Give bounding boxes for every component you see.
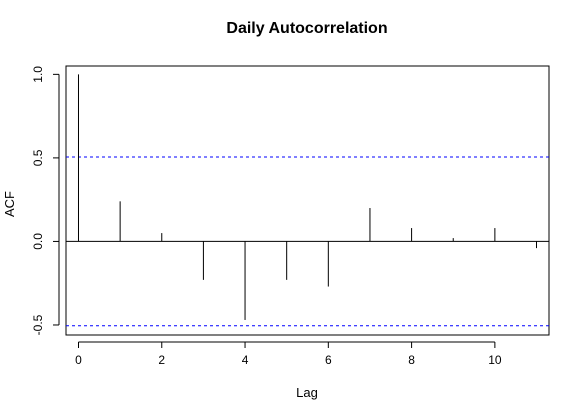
x-tick-label: 0: [75, 353, 82, 367]
y-axis: -0.5 0.0 0.5 1.0: [31, 66, 60, 335]
y-axis-label: ACF: [2, 191, 17, 217]
chart-title: Daily Autocorrelation: [226, 20, 387, 37]
x-axis: 0 2 4 6 8 10: [75, 341, 502, 367]
y-tick-label: 1.0: [31, 66, 45, 83]
y-tick-label: 0.0: [31, 233, 45, 250]
x-axis-label: Lag: [296, 385, 318, 400]
x-tick-label: 2: [158, 353, 165, 367]
y-tick-label: -0.5: [31, 314, 45, 335]
plot-frame: [65, 65, 550, 336]
x-tick-label: 10: [488, 353, 502, 367]
x-tick-label: 6: [325, 353, 332, 367]
x-tick-label: 8: [408, 353, 415, 367]
x-tick-label: 4: [242, 353, 249, 367]
y-tick-label: 0.5: [31, 149, 45, 166]
